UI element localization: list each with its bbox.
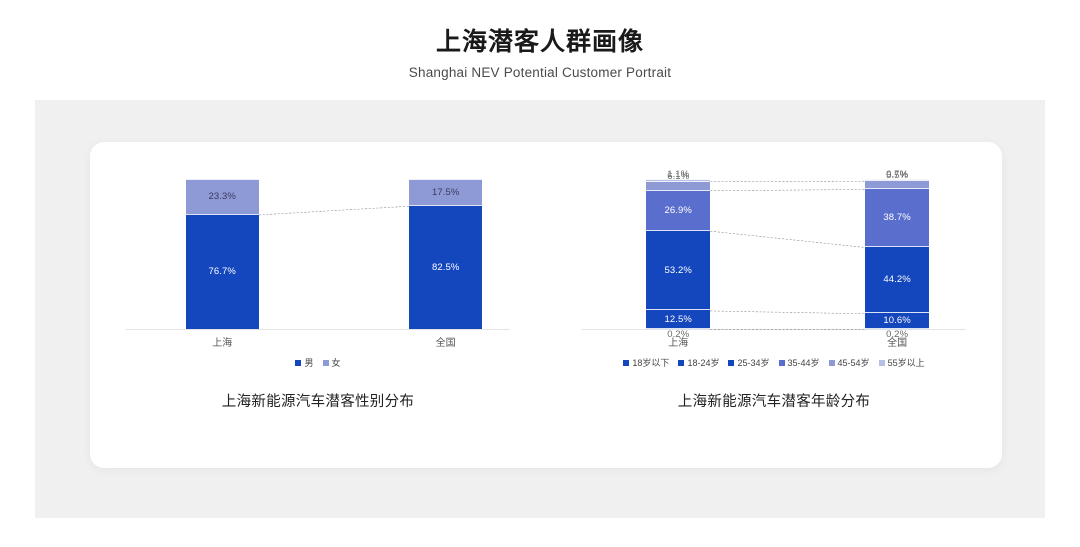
page-header: 上海潜客人群画像 Shanghai NEV Potential Customer… [0,0,1080,82]
category-axis-labels: 上海 全国 [90,334,546,349]
bar-segment: 23.3% [185,179,259,214]
bar-segment-label: 6.1% [667,170,690,182]
category-label: 上海 [668,338,689,349]
bar-segment-label: 17.5% [431,187,460,199]
legend-item[interactable]: 25-34岁 [728,358,770,368]
stacked-bar: 0.2% 12.5% 53.2% 26.9% 6.1% 1.1% [646,169,711,340]
bar-segment-label: 5.5% [886,170,909,182]
bar-segment-label: 23.3% [208,191,236,203]
legend-item[interactable]: 35-44岁 [778,358,820,368]
bar-segment: 12.5% [646,309,711,328]
legend-item[interactable]: 女 [322,358,341,368]
chart-caption-gender: 上海新能源汽车潜客性别分布 [221,394,415,410]
bar-segment: 38.7% [865,188,930,247]
bar-segment-label: 38.7% [883,212,911,224]
legend-swatch-icon [878,360,885,366]
legend-swatch-icon [322,360,329,366]
legend-label: 男 [304,358,314,368]
legend-swatch-icon [678,360,685,366]
stacked-bar: 82.5% 17.5% [409,179,483,329]
bar-segment: 0.2% [646,328,711,340]
bar-segment: 0.2% [865,328,930,340]
connector-line [259,206,409,215]
chart-caption-age: 上海新能源汽车潜客年龄分布 [677,394,871,410]
legend-label: 18岁以下 [632,358,670,368]
legend-swatch-icon [778,360,785,366]
legend-swatch-icon [295,360,302,366]
bar-segment: 82.5% [409,205,483,329]
bar-segment-label: 0.2% [886,329,909,340]
legend-item[interactable]: 45-54岁 [828,358,870,368]
bar-segment: 6.1% [646,171,711,190]
category-label: 上海 [212,338,233,349]
bar-segment: 44.2% [865,246,930,313]
charts-row: 76.7% 23.3% 82.5% 17.5% 上海 全国 男女 上海新能源汽车潜客性别… [90,142,1002,468]
legend-swatch-icon [623,360,630,366]
bar-segment-label: 1.1% [667,168,690,180]
legend-item[interactable]: 18-24岁 [678,358,719,368]
legend-item[interactable]: 18岁以下 [623,358,669,368]
legend-label: 25-34岁 [737,358,770,368]
bar-segment: 76.7% [185,213,259,329]
bar-segment: 26.9% [646,189,711,230]
connector-line [710,231,865,247]
bar-segment-label: 82.5% [431,262,460,274]
bar-segment: 1.1% [646,169,711,181]
legend-label: 女 [331,358,341,368]
category-label: 全国 [435,338,456,349]
legend-item[interactable]: 男 [295,358,314,368]
axis-baseline [126,329,510,330]
legend-swatch-icon [828,360,835,366]
bar-segment: 5.5% [865,170,930,189]
bar-segment-label: 0.2% [667,329,690,340]
legend-label: 45-54岁 [837,358,870,368]
bar-segment-label: 44.2% [883,274,911,286]
gray-panel: 76.7% 23.3% 82.5% 17.5% 上海 全国 男女 上海新能源汽车潜客性别… [35,100,1045,518]
charts-card: 76.7% 23.3% 82.5% 17.5% 上海 全国 男女 上海新能源汽车潜客性别… [90,142,1002,468]
stacked-bar: 0.2% 10.6% 44.2% 38.7% 5.5% 0.7% [865,169,930,340]
bar-segment-label: 76.7% [208,266,236,278]
plot-area-age: 0.2% 12.5% 53.2% 26.9% 6.1% 1.1% 0.2% 10.6% 44.2… [546,169,1002,340]
bar-segment-label: 53.2% [664,264,692,276]
category-label: 全国 [887,338,908,349]
legend-gender: 男女 [90,358,546,368]
legend-label: 18-24岁 [687,358,720,368]
bar-segment-label: 26.9% [664,204,692,216]
chart-gender-distribution: 76.7% 23.3% 82.5% 17.5% 上海 全国 男女 上海新能源汽车潜客性别… [90,142,546,468]
legend-swatch-icon [728,360,735,366]
bar-segment-label: 0.7% [886,169,909,180]
legend-label: 35-44岁 [787,358,820,368]
bar-segment: 17.5% [409,179,483,206]
page-title: 上海潜客人群画像 [435,28,644,56]
connector-line [710,189,865,190]
page-subtitle: Shanghai NEV Potential Customer Portrait [408,65,672,80]
bar-segment-label: 10.6% [883,315,911,327]
bar-segment-label: 12.5% [664,313,692,325]
bar-segment: 53.2% [646,229,711,310]
legend-item[interactable]: 55岁以上 [878,358,925,368]
bar-segment: 0.7% [865,169,930,181]
plot-area-gender: 76.7% 23.3% 82.5% 17.5% [90,179,546,330]
legend-label: 55岁以上 [887,358,925,368]
legend-age: 18岁以下 18-24岁 25-34岁 35-44岁 45-54岁 55岁以上 [546,358,1002,368]
connector-line [710,311,865,314]
category-axis-labels: 上海 全国 [546,334,1002,349]
connector-lines [546,180,1002,330]
bar-segment: 10.6% [865,312,930,328]
chart-age-distribution: 0.2% 12.5% 53.2% 26.9% 6.1% 1.1% 0.2% 10.6% 44.2… [546,142,1002,468]
stacked-bar: 76.7% 23.3% [185,179,259,329]
